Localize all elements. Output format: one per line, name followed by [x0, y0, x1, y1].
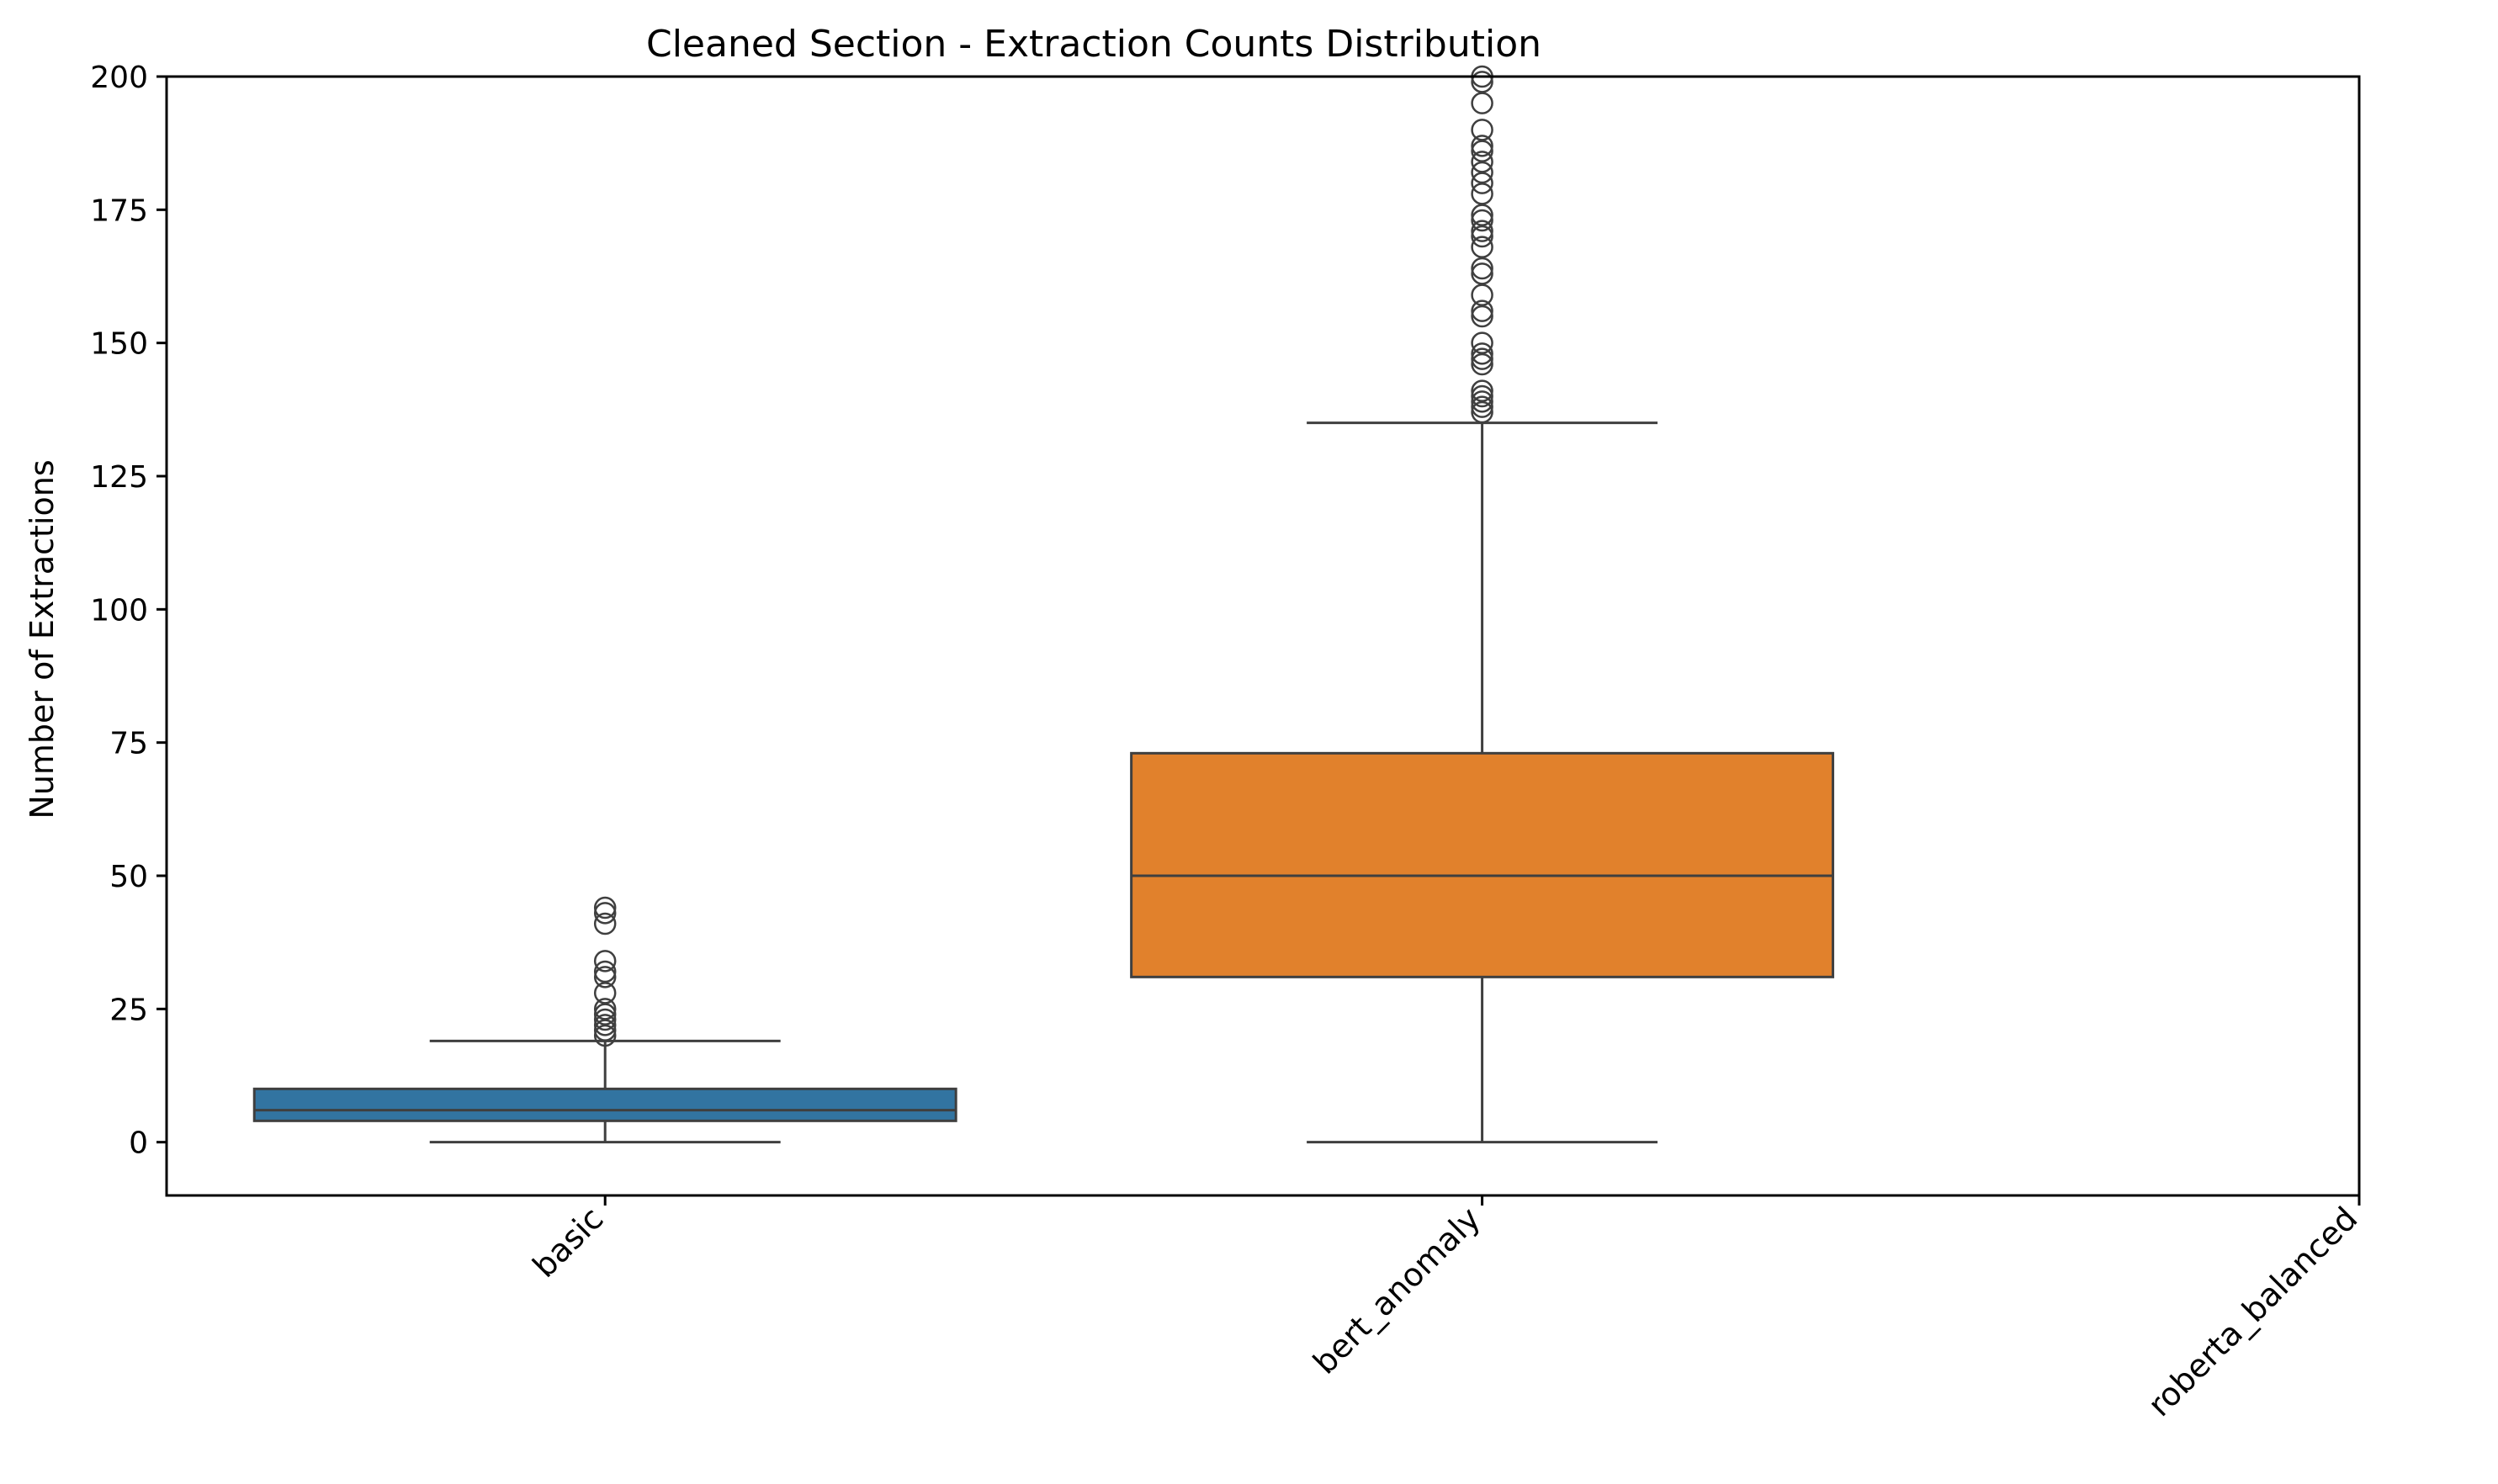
y-tick-label: 0 — [129, 1126, 148, 1161]
outlier-point — [593, 902, 617, 925]
x-tick-label: basic — [526, 1200, 611, 1285]
outlier-point — [593, 1003, 617, 1026]
outlier-point — [593, 1019, 617, 1041]
x-tick-label: bert_anomaly — [1306, 1200, 1488, 1381]
outlier-point — [593, 960, 617, 983]
outlier-point — [593, 982, 617, 1004]
outlier-point — [1471, 183, 1493, 205]
outlier-point — [1471, 395, 1493, 418]
y-tick-label: 25 — [109, 993, 148, 1027]
box-basic — [252, 896, 957, 1144]
outlier-point — [1471, 225, 1493, 248]
y-tick-label: 200 — [90, 61, 148, 95]
outlier-point — [1471, 299, 1493, 322]
outlier-point — [1471, 172, 1493, 194]
outlier-point — [1471, 342, 1493, 365]
y-tick-label: 150 — [90, 327, 148, 362]
y-tick-label: 175 — [90, 193, 148, 228]
outlier-point — [593, 912, 617, 935]
outlier-point — [593, 998, 617, 1020]
outlier-point — [593, 896, 617, 920]
outlier-point — [1471, 400, 1493, 424]
outlier-point — [1471, 390, 1493, 413]
outlier-point — [1471, 204, 1493, 226]
chart-title: Cleaned Section - Extraction Counts Dist… — [646, 23, 1541, 66]
outlier-point — [1471, 71, 1493, 93]
outlier-point — [1471, 384, 1493, 408]
outlier-point — [1471, 352, 1493, 376]
outlier-point — [1471, 220, 1493, 242]
y-tick-label: 50 — [109, 860, 148, 894]
outlier-point — [1471, 305, 1493, 328]
outlier-point — [1471, 209, 1493, 232]
y-tick-label: 125 — [90, 460, 148, 495]
outlier-point — [593, 950, 617, 973]
box-bert_anomaly — [1130, 65, 1835, 1144]
outlier-point — [593, 1008, 617, 1031]
y-axis-label: Number of Extractions — [24, 459, 61, 819]
outlier-point — [1471, 135, 1493, 157]
iqr-box — [1130, 751, 1835, 978]
outlier-point — [1471, 262, 1493, 285]
outlier-point — [1471, 161, 1493, 184]
outlier-point — [1471, 151, 1493, 173]
outlier-point — [1471, 119, 1493, 141]
outlier-point — [1471, 92, 1493, 114]
outlier-point — [1471, 140, 1493, 162]
outlier-point — [593, 966, 617, 988]
outlier-point — [1471, 379, 1493, 402]
outlier-point — [1471, 284, 1493, 306]
outlier-point — [1471, 236, 1493, 258]
iqr-box — [252, 1087, 957, 1122]
x-tick-label: roberta_balanced — [2140, 1200, 2364, 1423]
y-tick-label: 100 — [90, 593, 148, 628]
outlier-point — [593, 1024, 617, 1047]
plot-area: 0 25 50 75 100 125 150 175 200 basic bert_anomaly r… — [90, 61, 2364, 1423]
axes-frame — [165, 75, 2361, 1197]
outlier-point — [1471, 257, 1493, 280]
outlier-point — [593, 1014, 617, 1036]
outlier-point — [1471, 347, 1493, 370]
y-tick-label: 75 — [109, 727, 148, 761]
outlier-point — [1471, 331, 1493, 354]
